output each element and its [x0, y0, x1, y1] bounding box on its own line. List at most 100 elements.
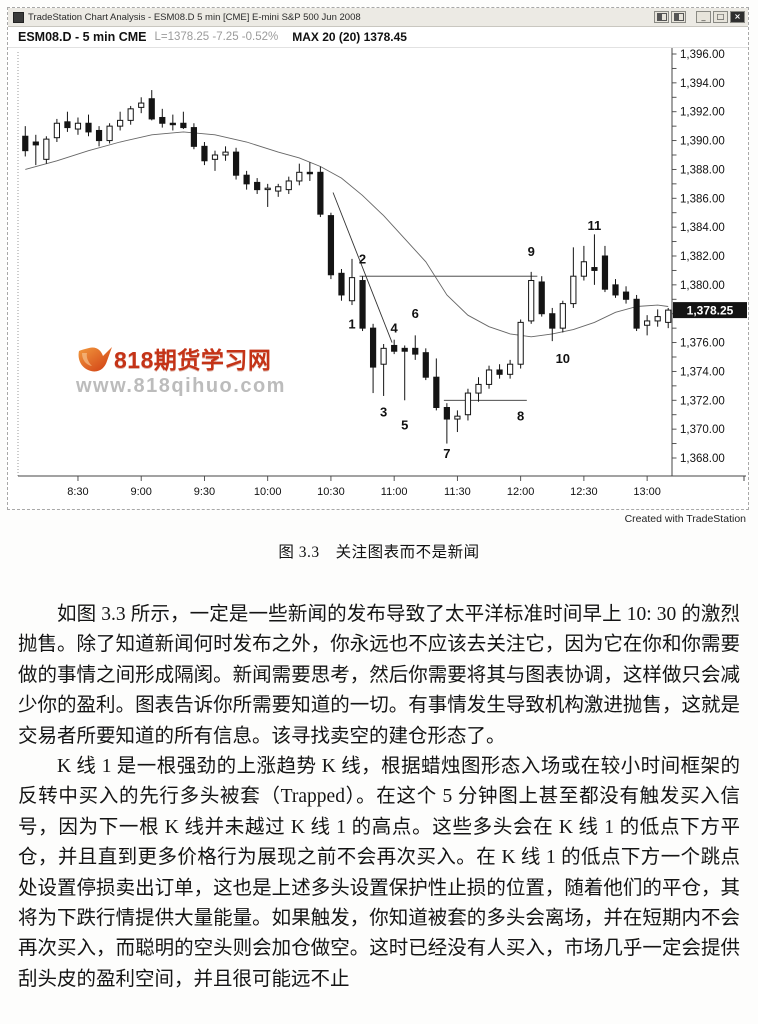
candlestick — [85, 122, 92, 133]
x-tick-label: 13:00 — [633, 486, 661, 498]
reference-lines — [332, 192, 538, 401]
title-bar: TradeStation Chart Analysis - ESM08.D 5 … — [8, 8, 748, 27]
y-tick-label: 1,388.00 — [680, 164, 725, 176]
paragraph-1: 如图 3.3 所示，一定是一些新闻的发布导致了太平洋标准时间早上 10: 30 … — [18, 604, 740, 747]
candlestick — [549, 313, 556, 329]
tradestation-window: TradeStation Chart Analysis - ESM08.D 5 … — [7, 7, 749, 510]
y-tick-label: 1,392.00 — [680, 107, 725, 119]
candlestick — [264, 187, 271, 191]
candlestick — [633, 298, 640, 329]
annotation-label: 1 — [348, 316, 355, 331]
candlestick — [580, 261, 587, 277]
candlestick — [359, 280, 366, 329]
annotation-label: 5 — [401, 417, 408, 432]
candlestick — [138, 102, 145, 108]
candlestick — [485, 369, 493, 385]
candlestick — [507, 363, 514, 375]
candlestick — [412, 347, 419, 355]
candlestick — [475, 383, 482, 394]
candlestick — [22, 135, 29, 152]
annotation-label: 7 — [443, 446, 450, 461]
y-tick-label: 1,368.00 — [680, 453, 725, 465]
x-tick-label: 10:00 — [254, 486, 282, 498]
y-axis: 1,396.00 1,394.00 1,392.00 1,390.00 1,388.00… — [672, 49, 725, 465]
candlestick — [338, 272, 345, 296]
y-tick-label: 1,376.00 — [680, 338, 725, 350]
y-tick-label: 1,394.00 — [680, 78, 725, 90]
candlestick — [380, 347, 387, 365]
mdi-window-button-1[interactable] — [654, 11, 669, 23]
candlestick — [148, 98, 155, 120]
candlestick — [306, 171, 313, 175]
candlestick — [43, 138, 50, 160]
body-text: 如图 3.3 所示，一定是一些新闻的发布导致了太平洋标准时间早上 10: 30 … — [18, 600, 740, 995]
button-spacer — [688, 11, 694, 23]
candlestick — [180, 122, 187, 129]
last-price-badge: 1,378.25 — [673, 302, 747, 319]
moving-average-line — [25, 131, 669, 338]
candlestick — [369, 327, 377, 368]
candlestick — [517, 321, 524, 365]
candlestick — [528, 280, 535, 322]
candlestick — [254, 181, 261, 191]
candlestick — [654, 316, 661, 322]
svg-text:1,378.25: 1,378.25 — [687, 304, 734, 318]
x-tick-label: 9:00 — [130, 486, 151, 498]
annotation-label: 4 — [391, 321, 399, 336]
symbol-label: ESM08.D - 5 min CME — [18, 30, 147, 44]
candlestick — [538, 281, 545, 315]
y-tick-label: 1,370.00 — [680, 424, 725, 436]
close-button[interactable]: × — [730, 11, 745, 23]
plot-frame — [17, 48, 746, 481]
candlestick — [559, 303, 566, 329]
paragraph-2: K 线 1 是一根强劲的上涨趋势 K 线，根据蜡烛图形态入场或在较小时间框架的反… — [18, 756, 740, 990]
candlestick — [622, 291, 630, 300]
candlestick — [64, 121, 71, 129]
candlestick-chart: 1,396.00 1,394.00 1,392.00 1,390.00 1,388.00… — [17, 48, 747, 498]
candles — [22, 90, 672, 444]
y-tick-label: 1,380.00 — [680, 280, 725, 292]
annotation-label: 2 — [359, 251, 366, 266]
candlestick — [285, 180, 292, 191]
chart-header: ESM08.D - 5 min CME L=1378.25 -7.25 -0.5… — [8, 27, 748, 48]
app-icon — [13, 11, 24, 23]
candlestick — [190, 127, 198, 147]
x-tick-label: 12:30 — [570, 486, 598, 498]
candlestick — [601, 255, 609, 290]
candlestick — [612, 284, 619, 296]
watermark-url: www.818qihuo.com — [76, 375, 286, 397]
candlestick — [665, 309, 672, 323]
quote-label: L=1378.25 -7.25 -0.52% — [154, 31, 279, 43]
annotation-label: 10 — [556, 351, 570, 366]
mdi-window-button-2[interactable] — [671, 11, 686, 23]
y-tick-label: 1,386.00 — [680, 193, 725, 205]
annotation-label: 3 — [380, 404, 387, 419]
figure-caption: 图 3.3 关注图表而不是新闻 — [278, 544, 480, 561]
annotation-label: 8 — [517, 409, 524, 424]
trendline — [332, 192, 393, 343]
watermark: 818期货学习网 www.818qihuo.com — [76, 341, 306, 398]
x-axis: 8:30 9:00 9:30 10:00 10:30 11:00 11:30 12:00 12:… — [67, 476, 661, 498]
candlestick — [327, 215, 335, 276]
candlestick — [74, 122, 82, 130]
window-buttons: _ □ × — [652, 11, 745, 23]
candlestick — [348, 277, 356, 302]
watermark-title: 818期货学习网 — [114, 347, 272, 373]
candlestick — [422, 352, 429, 378]
candlestick — [591, 267, 598, 271]
minimize-button[interactable]: _ — [696, 11, 711, 23]
candlestick — [644, 320, 651, 326]
candlestick — [117, 119, 124, 127]
candlestick — [454, 415, 461, 420]
candlestick — [169, 122, 176, 126]
candlestick — [496, 369, 503, 375]
annotation-label: 9 — [528, 244, 535, 259]
x-tick-label: 11:00 — [381, 486, 408, 498]
y-tick-label: 1,374.00 — [680, 366, 725, 378]
818-logo-hand-icon — [78, 347, 112, 372]
candlestick — [95, 129, 103, 142]
candlestick — [53, 122, 60, 139]
restore-button[interactable]: □ — [713, 11, 728, 23]
annotation-label: 6 — [412, 306, 419, 321]
candlestick — [275, 186, 282, 192]
